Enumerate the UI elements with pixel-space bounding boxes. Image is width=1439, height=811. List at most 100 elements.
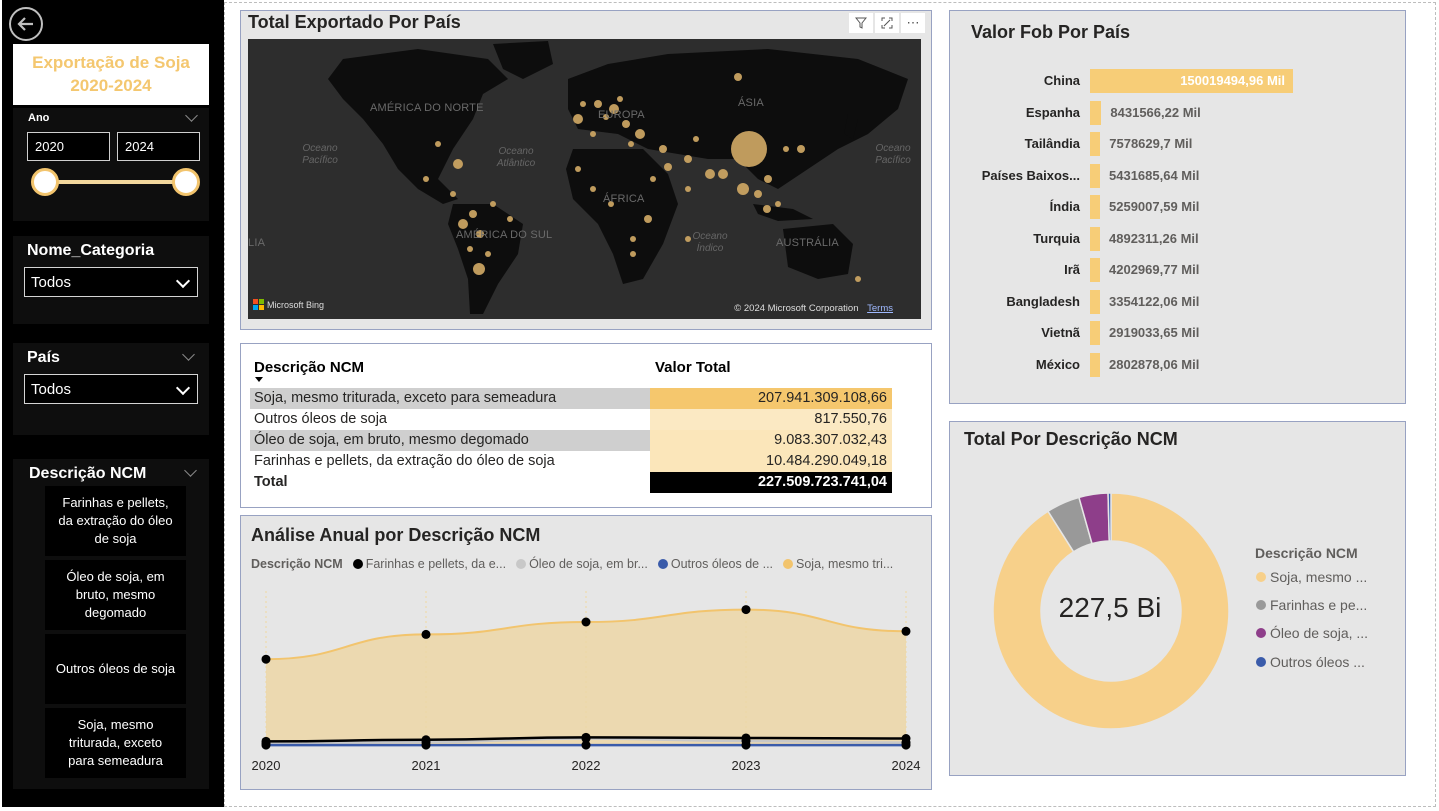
ncm-table[interactable]: Descrição NCM Valor Total Soja, mesmo tr… bbox=[240, 343, 932, 508]
annual-line-chart[interactable]: Análise Anual por Descrição NCM Descriçã… bbox=[240, 515, 932, 790]
ncm-option-soja[interactable]: Soja, mesmo triturada, exceto para semea… bbox=[45, 708, 186, 778]
series-point[interactable] bbox=[261, 740, 271, 750]
legend-dot-icon bbox=[783, 559, 794, 569]
filter-sidebar: Exportação de Soja 2020-2024 Ano 2020 20… bbox=[2, 0, 224, 807]
table-cell-desc: Óleo de soja, em bruto, mesmo degomado bbox=[250, 430, 650, 451]
bar-row-3[interactable]: Países Baixos... 5431685,64 Mil bbox=[960, 163, 1400, 188]
year-slider-track[interactable] bbox=[44, 180, 188, 184]
series-point[interactable] bbox=[901, 626, 911, 636]
donut-legend-item[interactable]: Soja, mesmo ... bbox=[1256, 569, 1367, 585]
ncm-option-oleo-bruto[interactable]: Óleo de soja, em bruto, mesmo degomado bbox=[45, 560, 186, 630]
focus-mode-icon[interactable] bbox=[875, 13, 899, 33]
bar-mark[interactable] bbox=[1090, 132, 1101, 156]
bar-category-label: Turquia bbox=[1033, 230, 1080, 246]
africa bbox=[566, 149, 678, 284]
bar-row-2[interactable]: Tailândia 7578629,7 Mil bbox=[960, 132, 1400, 156]
donut-slice[interactable] bbox=[1107, 492, 1112, 542]
series-point[interactable] bbox=[901, 734, 911, 744]
bar-category-label: Tailândia bbox=[1024, 136, 1080, 151]
ocean-label-pacific-east: Oceano Pacífico bbox=[875, 143, 911, 166]
bar-mark[interactable] bbox=[1090, 69, 1293, 93]
line-legend-label: Soja, mesmo tri... bbox=[796, 557, 894, 571]
bar-row-9[interactable]: México 2802878,06 Mil bbox=[960, 352, 1400, 377]
donut-slice[interactable] bbox=[992, 492, 1230, 730]
series-point[interactable] bbox=[581, 740, 591, 750]
continent-label-africa: ÁFRICA bbox=[603, 193, 645, 205]
series-point[interactable] bbox=[741, 605, 751, 615]
bar-mark[interactable] bbox=[1090, 352, 1100, 377]
bar-row-0[interactable]: China 150019494,96 Mil bbox=[960, 69, 1400, 93]
world-map[interactable]: AMÉRICA DO NORTE EUROPA ÁSIA ÁFRICA AMÉR… bbox=[248, 39, 921, 319]
bar-row-4[interactable]: Índia 5259007,59 Mil bbox=[960, 195, 1400, 219]
table-header-valor[interactable]: Valor Total bbox=[655, 359, 731, 376]
line-legend-item[interactable]: Soja, mesmo tri... bbox=[783, 557, 893, 571]
donut-legend-item[interactable]: Óleo de soja, ... bbox=[1256, 625, 1368, 641]
bar-row-1[interactable]: Espanha 8431566,22 Mil bbox=[960, 100, 1400, 125]
bar-category-label: China bbox=[1043, 73, 1080, 88]
map-visual[interactable]: Total Exportado Por País ⋯ bbox=[240, 10, 932, 330]
bar-value-label: 2802878,06 Mil bbox=[1109, 356, 1200, 372]
table-cell-value: 10.484.290.049,18 bbox=[650, 451, 892, 472]
bar-row-8[interactable]: Vietnã 2919033,65 Mil bbox=[960, 321, 1400, 345]
table-header-descricao[interactable]: Descrição NCM bbox=[254, 359, 365, 376]
line-chart-legend: Descrição NCM Farinhas e pellets, da e..… bbox=[251, 557, 893, 571]
x-tick-label: 2021 bbox=[412, 758, 441, 773]
series-point[interactable] bbox=[901, 740, 911, 750]
bar-row-7[interactable]: Bangladesh 3354122,06 Mil bbox=[960, 289, 1400, 314]
ocean-label-atlantic: Oceano Atlântico bbox=[496, 146, 536, 169]
table-row[interactable]: Farinhas e pellets, da extração do óleo … bbox=[250, 451, 892, 472]
ncm-option-farinhas[interactable]: Farinhas e pellets, da extração do óleo … bbox=[45, 486, 186, 556]
series-point[interactable] bbox=[421, 740, 431, 750]
terms-link[interactable]: Terms bbox=[867, 303, 893, 314]
donut-chart[interactable]: Total Por Descrição NCM 227,5 Bi Descriç… bbox=[949, 421, 1406, 776]
ncm-option-outros-oleos[interactable]: Outros óleos de soja bbox=[45, 634, 186, 704]
line-legend-item[interactable]: Farinhas e pellets, da e... bbox=[352, 557, 506, 571]
more-options-icon[interactable]: ⋯ bbox=[901, 13, 925, 33]
line-legend-item[interactable]: Óleo de soja, em br... bbox=[516, 557, 648, 571]
microsoft-logo-icon bbox=[253, 299, 264, 310]
table-cell-value: 207.941.309.108,66 bbox=[650, 388, 892, 409]
bar-mark[interactable] bbox=[1090, 226, 1100, 251]
bar-value-label: 5431685,64 Mil bbox=[1109, 167, 1200, 183]
series-point[interactable] bbox=[261, 654, 271, 664]
table-cell-value: 817.550,76 bbox=[650, 409, 892, 430]
year-from-input[interactable]: 2020 bbox=[27, 132, 110, 161]
bar-mark[interactable] bbox=[1090, 258, 1100, 282]
fob-bar-chart[interactable]: Valor Fob Por País China 150019494,96 Mil… bbox=[949, 10, 1406, 404]
table-row[interactable]: Outros óleos de soja 817.550,76 bbox=[250, 409, 892, 430]
country-dropdown[interactable]: Todos bbox=[24, 374, 198, 404]
year-slider-handle-start[interactable] bbox=[31, 168, 59, 196]
line-legend-item[interactable]: Outros óleos de ... bbox=[657, 557, 773, 571]
donut-legend-item[interactable]: Outros óleos ... bbox=[1256, 654, 1365, 670]
bar-mark[interactable] bbox=[1090, 195, 1100, 219]
table-row[interactable]: Soja, mesmo triturada, exceto para semea… bbox=[250, 388, 892, 409]
map-title: Total Exportado Por País bbox=[248, 12, 461, 32]
bar-row-6[interactable]: Irã 4202969,77 Mil bbox=[960, 258, 1400, 282]
bar-value-label: 150019494,96 Mil bbox=[1180, 73, 1285, 88]
bar-category-label: Espanha bbox=[1025, 104, 1080, 120]
ncm-slicer-chevron-icon[interactable] bbox=[184, 464, 197, 477]
series-point[interactable] bbox=[581, 617, 591, 627]
bar-mark[interactable] bbox=[1090, 289, 1100, 314]
series-point[interactable] bbox=[741, 733, 751, 743]
year-slider-handle-end[interactable] bbox=[172, 168, 200, 196]
bar-value-label: 4202969,77 Mil bbox=[1109, 262, 1200, 277]
bar-mark[interactable] bbox=[1090, 163, 1100, 188]
country-slicer-chevron-icon[interactable] bbox=[182, 348, 195, 361]
donut-center-value: 227,5 Bi bbox=[1058, 592, 1162, 623]
year-to-input[interactable]: 2024 bbox=[117, 132, 200, 161]
category-dropdown[interactable]: Todos bbox=[24, 267, 198, 297]
series-point[interactable] bbox=[581, 732, 591, 742]
series-point[interactable] bbox=[421, 629, 431, 639]
bar-row-5[interactable]: Turquia 4892311,26 Mil bbox=[960, 226, 1400, 251]
series-point[interactable] bbox=[741, 740, 751, 750]
table-row[interactable]: Óleo de soja, em bruto, mesmo degomado 9… bbox=[250, 430, 892, 451]
bar-mark[interactable] bbox=[1090, 321, 1100, 345]
bar-mark[interactable] bbox=[1090, 100, 1102, 125]
filter-icon[interactable] bbox=[849, 13, 873, 33]
x-tick-label: 2024 bbox=[892, 758, 921, 773]
back-button[interactable] bbox=[9, 7, 43, 41]
bar-value-label: 7578629,7 Mil bbox=[1109, 136, 1193, 151]
donut-legend-item[interactable]: Farinhas e pe... bbox=[1256, 597, 1367, 613]
year-slicer-chevron-icon[interactable] bbox=[185, 109, 198, 122]
